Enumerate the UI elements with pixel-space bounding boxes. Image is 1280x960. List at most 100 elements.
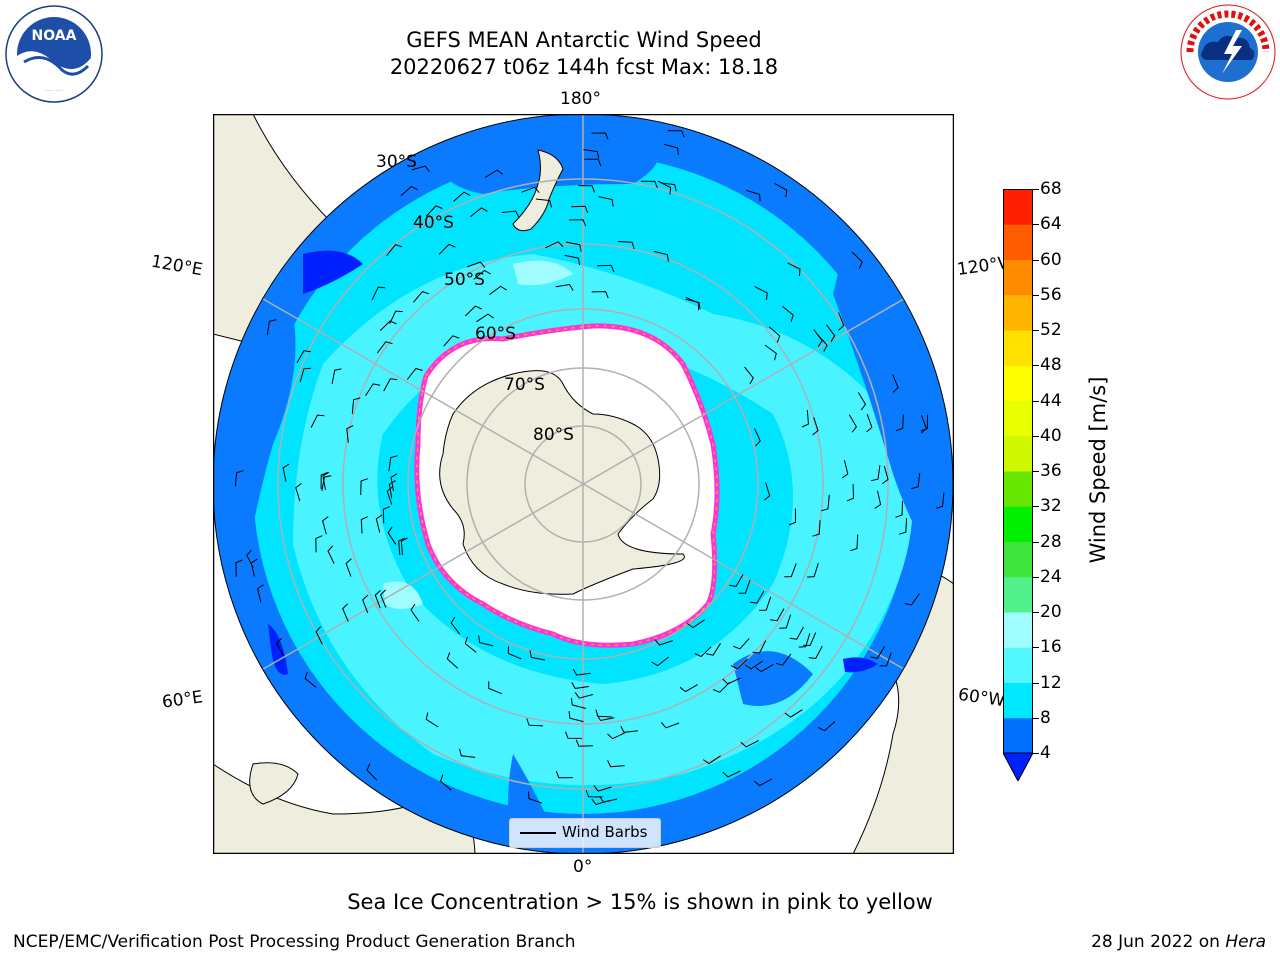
wind-barb [787,262,801,277]
wind-barb [857,392,867,411]
wind-barb [398,537,406,556]
colorbar-segment [1003,330,1033,366]
colorbar-segment [1003,471,1033,507]
wind-barb [315,535,323,553]
wind-barb [713,682,730,693]
wind-barb [572,668,591,676]
wind-barb [484,169,503,178]
colorbar-tick-label: 56 [1033,284,1062,305]
wind-barb [529,650,546,661]
wind-barb [320,472,328,490]
colorbar-tick-label: 12 [1033,672,1062,693]
wind-barb [807,563,819,578]
wind-barb [413,291,430,303]
wind-barb [848,414,858,433]
wind-barb [694,646,712,658]
colorbar-segment [1003,259,1033,296]
wind-barb [390,473,398,492]
wind-barb [360,478,368,496]
wind-barb [752,640,767,654]
wind-barb [565,241,582,252]
footer-date-text: 28 Jun 2022 on [1091,932,1226,952]
wind-barb [740,740,759,748]
wind-barb [257,584,264,603]
wind-barb [754,428,761,447]
wind-barb [788,508,797,526]
wind-barb [882,465,889,485]
wind-barb [591,132,609,140]
wind-barb [438,243,456,255]
map-legend: Wind Barbs [509,818,661,848]
wind-barb [296,350,311,364]
wind-barb [846,484,855,502]
lon-label-180: 180° [560,89,601,109]
legend-line-swatch [520,832,556,834]
wind-barb [738,579,751,594]
wind-barb [598,196,614,207]
lat-label-40s: 40°S [413,213,454,233]
wind-barb [774,182,788,198]
colorbar-tick-label: 68 [1033,179,1062,199]
chart-title: GEFS MEAN Antarctic Wind Speed [406,28,762,52]
wind-barb [425,712,439,728]
wind-barb [571,205,589,213]
wind-barb [235,559,243,577]
wind-barb [825,324,836,342]
wind-barb [703,755,721,765]
noaa-logo-text: NOAA [32,28,77,44]
wind-barb [657,180,672,195]
lat-label-50s: 50°S [444,270,485,290]
wind-barb [817,334,828,352]
wind-barb [812,417,819,436]
wind-barb [841,460,849,479]
wind-barb [898,518,908,535]
wind-barb [784,709,803,718]
wind-barb [607,732,626,740]
lat-label-30s: 30°S [376,152,417,172]
colorbar-tick-label: 20 [1033,602,1062,622]
colorbar-label: Wind Speed [m/s] [1086,376,1110,564]
wind-barb [453,191,471,202]
lat-label-80s: 80°S [533,425,574,445]
wind-barb [667,130,685,138]
antarctica-land [439,370,685,595]
wind-barb [380,589,387,608]
wind-barb [770,608,785,622]
wind-barb [464,636,477,653]
wind-barb [234,470,244,487]
colorbar-segment [1003,189,1033,225]
wind-barb [528,791,543,804]
wind-barbs [234,130,945,806]
wind-barb [470,207,488,217]
wind-barb [389,310,403,324]
new-zealand-land [512,149,564,232]
wind-barb [654,639,673,646]
wind-barb [450,616,461,635]
wind-barb [564,254,581,266]
wind-barb [730,658,748,670]
wind-barb [784,563,797,578]
wind-barb [574,692,594,699]
wind-barb [478,635,494,647]
wind-barb [892,374,899,393]
colorbar-tick-label: 4 [1033,743,1051,763]
wind-barb [607,760,625,768]
wind-barb [568,711,584,723]
colorbar-tick-label: 40 [1033,425,1062,446]
wind-barb [821,494,830,512]
svg-text:·: · [53,8,54,13]
colorbar-segment [1003,647,1033,683]
wind-barb [570,697,586,709]
wind-barb [555,283,574,291]
wind-barb [818,721,836,732]
wind-barb [871,465,881,482]
wind-barb [266,319,277,336]
wind-barb [679,684,698,693]
wind-barb [583,149,600,159]
chart-subtitle: 20220627 t06z 144h fcst Max: 18.18 [389,55,779,79]
colorbar-segment [1003,506,1033,542]
wind-barb [870,646,886,659]
madagascar-land [249,762,299,805]
wind-barb [342,603,349,622]
wind-barb [400,185,418,197]
